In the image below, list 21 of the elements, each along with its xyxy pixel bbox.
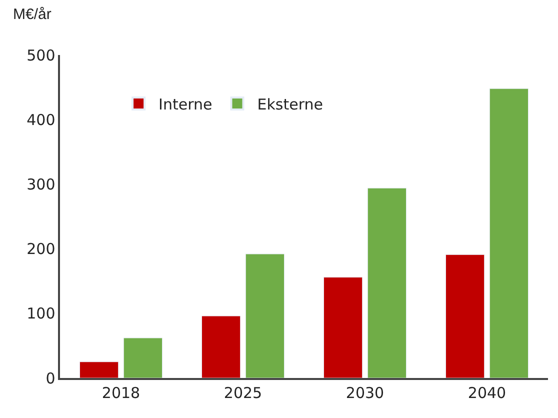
x-tick-label: 2025 [224,384,262,402]
y-tick-label: 0 [46,369,56,388]
x-tick-label: 2030 [346,384,384,402]
bar [323,276,363,378]
legend-label: Eksterne [257,95,323,114]
bar [245,254,285,378]
bar [489,88,529,378]
y-tick-label: 300 [26,175,56,194]
y-axis-title: M€/år [13,6,52,23]
x-tick-label: 2018 [102,384,140,402]
y-tick-label: 200 [26,240,56,258]
legend-label: Interne [158,95,212,114]
y-tick-label: 400 [26,110,56,129]
bar [367,188,407,378]
y-tick-label: 100 [26,304,56,323]
bar [201,316,241,378]
bar [79,362,119,378]
x-tick-label: 2040 [468,384,506,402]
y-tick-label: 500 [26,46,56,64]
bar [445,254,485,378]
bar [123,338,163,378]
